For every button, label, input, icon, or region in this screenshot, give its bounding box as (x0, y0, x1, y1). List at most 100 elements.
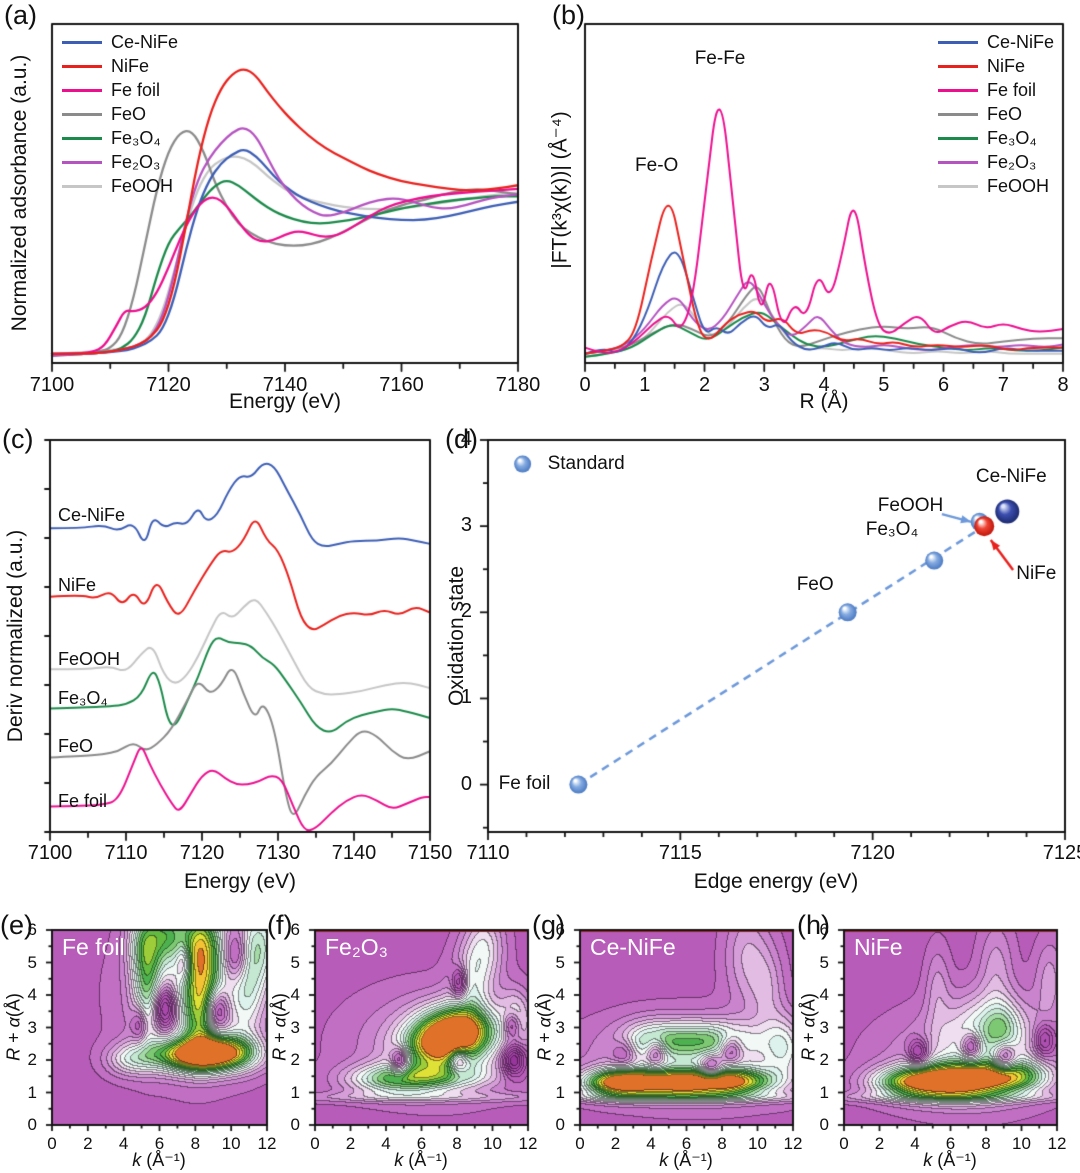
legend-label: FeO (111, 103, 147, 124)
x-tick-label: 7120 (146, 374, 191, 396)
x-tick-label: 10 (221, 1134, 241, 1153)
x-tick-label: 10 (1012, 1134, 1031, 1153)
legend-label: NiFe (111, 55, 150, 76)
legend-label: Fe foil (987, 79, 1037, 100)
x-tick-label: 8 (1057, 374, 1069, 396)
y-tick-label: 1 (555, 1082, 565, 1102)
legend-swatch (62, 40, 102, 44)
y-tick-label: 4 (819, 985, 829, 1004)
x-tick-label: 7110 (466, 842, 510, 864)
curve-label: Fe₃O₄ (58, 687, 108, 708)
x-tick-label: 7130 (255, 842, 301, 864)
x-tick-label: 2 (83, 1134, 93, 1153)
legend-swatch (62, 112, 102, 116)
y-tick-label: 4 (460, 428, 472, 450)
y-tick-label: 4 (290, 985, 300, 1004)
legend-swatch (938, 112, 978, 116)
y-tick-label: 1 (290, 1082, 300, 1102)
x-tick-label: 2 (698, 374, 711, 396)
x-axis-label: k (Å⁻¹) (132, 1150, 186, 1170)
legend-label: Fe₃O₄ (111, 127, 161, 148)
x-tick-label: 2 (345, 1134, 356, 1153)
y-axis-label: Deriv normalized (a.u.) (4, 529, 27, 743)
panel-letter: (b) (552, 0, 585, 30)
y-tick-label: 2 (27, 1050, 37, 1069)
wavelet-canvas (265, 905, 537, 1173)
legend-item: Fe₂O₃ (938, 151, 1036, 173)
panel-letter: (e) (0, 910, 33, 940)
x-tick-label: 7120 (850, 842, 895, 864)
contour-title: NiFe (854, 934, 903, 960)
legend-item: Fe₃O₄ (62, 127, 161, 149)
peak-label: Fe-Fe (694, 48, 746, 70)
legend-swatch (62, 160, 102, 164)
legend-label: Ce-NiFe (111, 31, 179, 52)
x-axis-label: k (Å⁻¹) (659, 1150, 713, 1170)
x-tick-label: 4 (818, 374, 830, 396)
contour-title: Fe₂O₃ (325, 934, 389, 960)
panel-h-wavelet-nife: (h) NiFe R + α(Å) k (Å⁻¹) 0 2 4 6 8 10 12 0 1 2 3 4… (795, 905, 1080, 1173)
legend-label: Fe₃O₄ (987, 127, 1037, 148)
exafs-plot-canvas (545, 0, 1080, 420)
y-tick-label: 0 (819, 1115, 829, 1134)
legend-item: Fe₂O₃ (62, 151, 160, 173)
y-tick-label: 5 (819, 952, 829, 972)
wavelet-canvas (530, 905, 802, 1173)
x-tick-label: 6 (416, 1134, 427, 1153)
x-tick-label: 7125 (1042, 842, 1080, 864)
x-tick-label: 10 (748, 1134, 767, 1153)
x-tick-label: 7140 (331, 842, 377, 864)
y-tick-label: 6 (290, 920, 300, 939)
legend-swatch (62, 184, 102, 188)
x-tick-label: 7120 (179, 842, 225, 864)
data-point-label: Standard (547, 453, 625, 475)
xanes-plot-canvas (0, 0, 545, 420)
y-tick-label: 2 (819, 1050, 829, 1069)
x-tick-label: 6 (937, 374, 950, 396)
data-point-label: FeO (796, 574, 834, 596)
y-tick-label: 3 (819, 1017, 829, 1037)
legend-item: Ce-NiFe (938, 31, 1054, 53)
legend-item: FeOOH (938, 175, 1049, 197)
curve-label: FeOOH (58, 648, 121, 669)
y-tick-label: 4 (555, 985, 565, 1004)
y-tick-label: 0 (290, 1115, 300, 1134)
y-tick-label: 1 (819, 1082, 829, 1102)
legend-swatch (62, 64, 102, 68)
legend-label: FeOOH (987, 175, 1050, 196)
x-tick-label: 7180 (495, 374, 541, 396)
x-axis-label: k (Å⁻¹) (394, 1150, 448, 1170)
x-axis-label: R (Å) (799, 390, 849, 413)
x-axis-label: Energy (eV) (183, 870, 297, 893)
panel-letter: (g) (532, 910, 565, 940)
legend-item: NiFe (62, 55, 149, 77)
x-tick-label: 2 (610, 1134, 621, 1153)
x-tick-label: 7100 (29, 374, 75, 396)
legend-item: Ce-NiFe (62, 31, 178, 53)
y-tick-label: 3 (460, 514, 472, 537)
legend-label: FeO (987, 103, 1023, 124)
x-tick-label: 0 (575, 1134, 585, 1153)
y-tick-label: 6 (555, 920, 565, 939)
y-tick-label: 0 (555, 1115, 565, 1134)
x-tick-label: 0 (839, 1134, 849, 1153)
x-tick-label: 0 (310, 1134, 320, 1153)
panel-e-wavelet-fe-foil: (e) Fe foil R + α(Å) k (Å⁻¹) 02468101201… (0, 905, 276, 1173)
data-point-label: Fe₃O₄ (865, 518, 919, 540)
data-point-label: NiFe (1016, 563, 1057, 585)
legend-swatch (938, 88, 978, 92)
data-point-label: FeOOH (877, 495, 944, 517)
y-tick-label: 3 (27, 1017, 37, 1037)
y-tick-label: 5 (290, 952, 300, 972)
x-axis-label: Edge energy (eV) (693, 870, 859, 893)
x-tick-label: 0 (47, 1134, 57, 1153)
x-tick-label: 7110 (104, 842, 148, 864)
x-tick-label: 7140 (262, 374, 308, 396)
y-tick-label: 5 (27, 952, 37, 972)
y-axis-label: Oxidation state (445, 565, 468, 707)
legend-swatch (62, 136, 102, 140)
x-tick-label: 2 (874, 1134, 885, 1153)
legend-item: FeO (62, 103, 146, 125)
legend-swatch (62, 88, 102, 92)
x-tick-label: 5 (878, 374, 890, 396)
